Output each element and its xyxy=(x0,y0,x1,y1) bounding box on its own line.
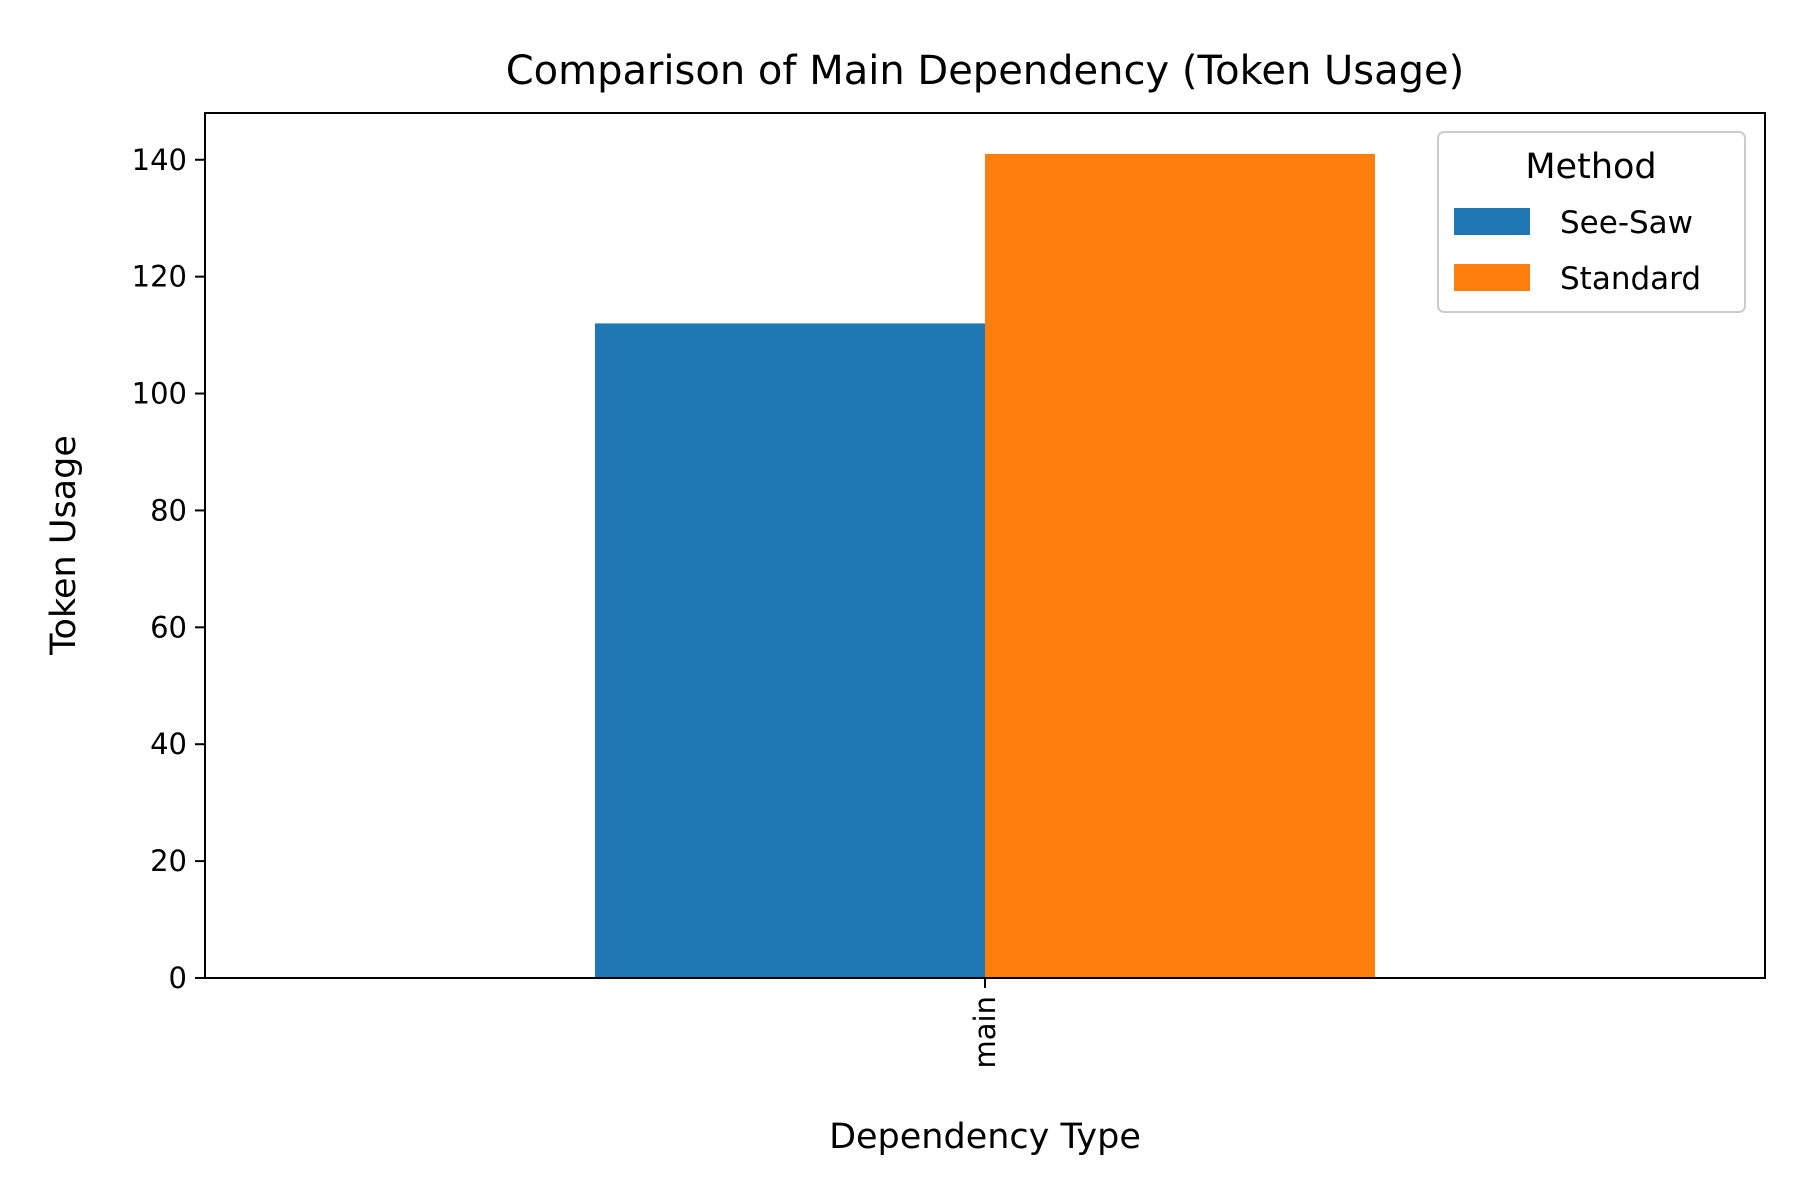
legend: Method See-Saw Standard xyxy=(1437,131,1746,313)
y-tick-label: 80 xyxy=(150,493,187,527)
y-tick-label: 60 xyxy=(150,610,187,644)
legend-entries: See-Saw Standard xyxy=(1454,205,1701,297)
legend-title: Method xyxy=(1525,147,1656,187)
y-tick-label: 120 xyxy=(132,260,187,294)
y-tick-label: 40 xyxy=(150,727,187,761)
bar-standard-main xyxy=(985,153,1375,978)
legend-swatch xyxy=(1454,264,1530,291)
legend-swatch xyxy=(1454,208,1530,235)
plot-frame xyxy=(204,112,1766,979)
chart-title: Comparison of Main Dependency (Token Usa… xyxy=(506,48,1465,94)
y-tick-label: 140 xyxy=(132,143,187,177)
x-tick-label: main xyxy=(968,996,1002,1068)
x-axis: main xyxy=(968,978,1002,1068)
bar-see-saw-main xyxy=(595,323,985,978)
y-tick-label: 0 xyxy=(169,961,187,995)
y-axis-label: Token Usage xyxy=(44,435,84,656)
y-tick-label: 20 xyxy=(150,844,187,878)
y-tick-label: 100 xyxy=(132,377,187,411)
y-axis: 0 20 40 60 80 100 120 140 xyxy=(132,143,205,995)
x-axis-label: Dependency Type xyxy=(829,1117,1141,1157)
bars-layer xyxy=(595,153,1375,978)
legend-label: Standard xyxy=(1560,261,1701,297)
legend-label: See-Saw xyxy=(1560,205,1693,241)
